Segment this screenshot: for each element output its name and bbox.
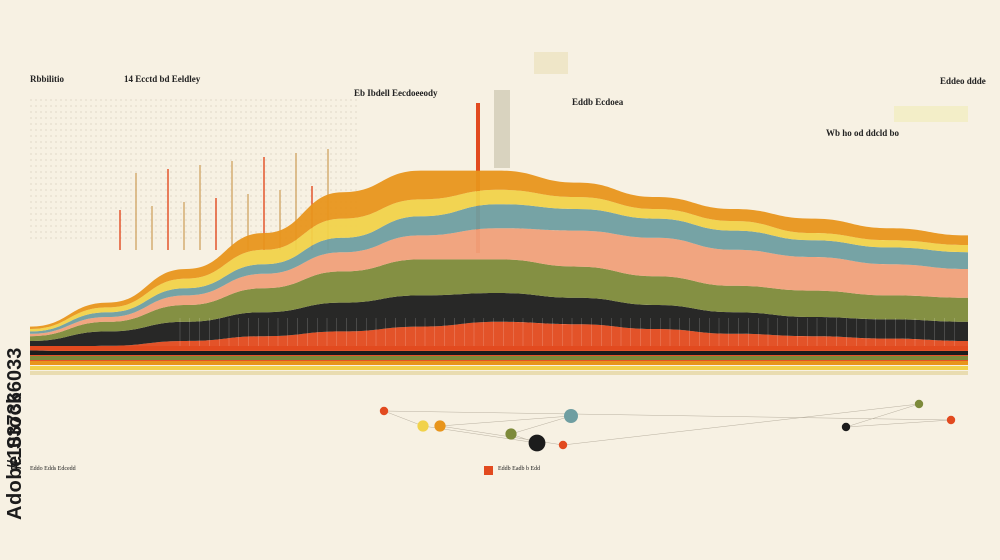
- bubble-link: [845, 419, 952, 428]
- baseline-stripe: [30, 366, 968, 370]
- bubble-mark: [914, 399, 924, 409]
- bubble-link: [562, 403, 920, 446]
- bubble-mark: [558, 440, 568, 450]
- bubble-mark: [841, 422, 851, 432]
- baseline-stripe: [30, 371, 968, 375]
- baseline-stripe: [30, 346, 968, 350]
- bubble-mark: [434, 420, 446, 432]
- bubble-link: [383, 410, 952, 421]
- label-bottom-center: Eddb Eadb b Edd: [498, 466, 541, 472]
- label-mid-note: Eddb Ecdoea: [572, 97, 624, 107]
- area-series-2: [30, 293, 968, 351]
- area-series-4: [30, 228, 968, 337]
- bubble-link: [510, 415, 572, 435]
- label-bottom-left: Eddo Edds Edcedd: [30, 466, 76, 472]
- legend-swatch: [484, 466, 493, 475]
- area-series-3: [30, 259, 968, 341]
- watermark-asset-id: #1037366033: [4, 347, 26, 470]
- area-series-7: [30, 170, 968, 329]
- area-series-6: [30, 189, 968, 332]
- label-top-left: Rbbilitio: [30, 74, 65, 84]
- bubble-mark: [564, 409, 578, 423]
- label-right-note: Wb ho od ddcld bo: [826, 128, 900, 138]
- bubble-mark: [946, 415, 956, 425]
- note-box: [894, 106, 968, 122]
- baseline-stripes: [30, 318, 968, 375]
- bubble-link: [439, 415, 572, 427]
- bubble-mark: [379, 406, 389, 416]
- bubble-link: [845, 403, 920, 428]
- label-top-center: Eb Ibdell Eecdoeeody: [354, 88, 438, 98]
- label-right-top: Eddeo ddde: [940, 76, 986, 86]
- label-top-left-2: 14 Ecctd bd Eeldley: [124, 74, 201, 84]
- cream-block: [534, 52, 568, 74]
- baseline-stripe: [30, 361, 968, 365]
- bubble-mark: [528, 434, 546, 452]
- area-layers: [30, 170, 968, 365]
- bubble-row: [379, 399, 956, 475]
- baseline-stripe: [30, 351, 968, 355]
- area-series-5: [30, 204, 968, 334]
- bubble-link: [383, 410, 424, 427]
- bubble-mark: [505, 428, 517, 440]
- baseline-stripe: [30, 356, 968, 360]
- bubble-mark: [417, 420, 429, 432]
- grey-block: [494, 90, 510, 168]
